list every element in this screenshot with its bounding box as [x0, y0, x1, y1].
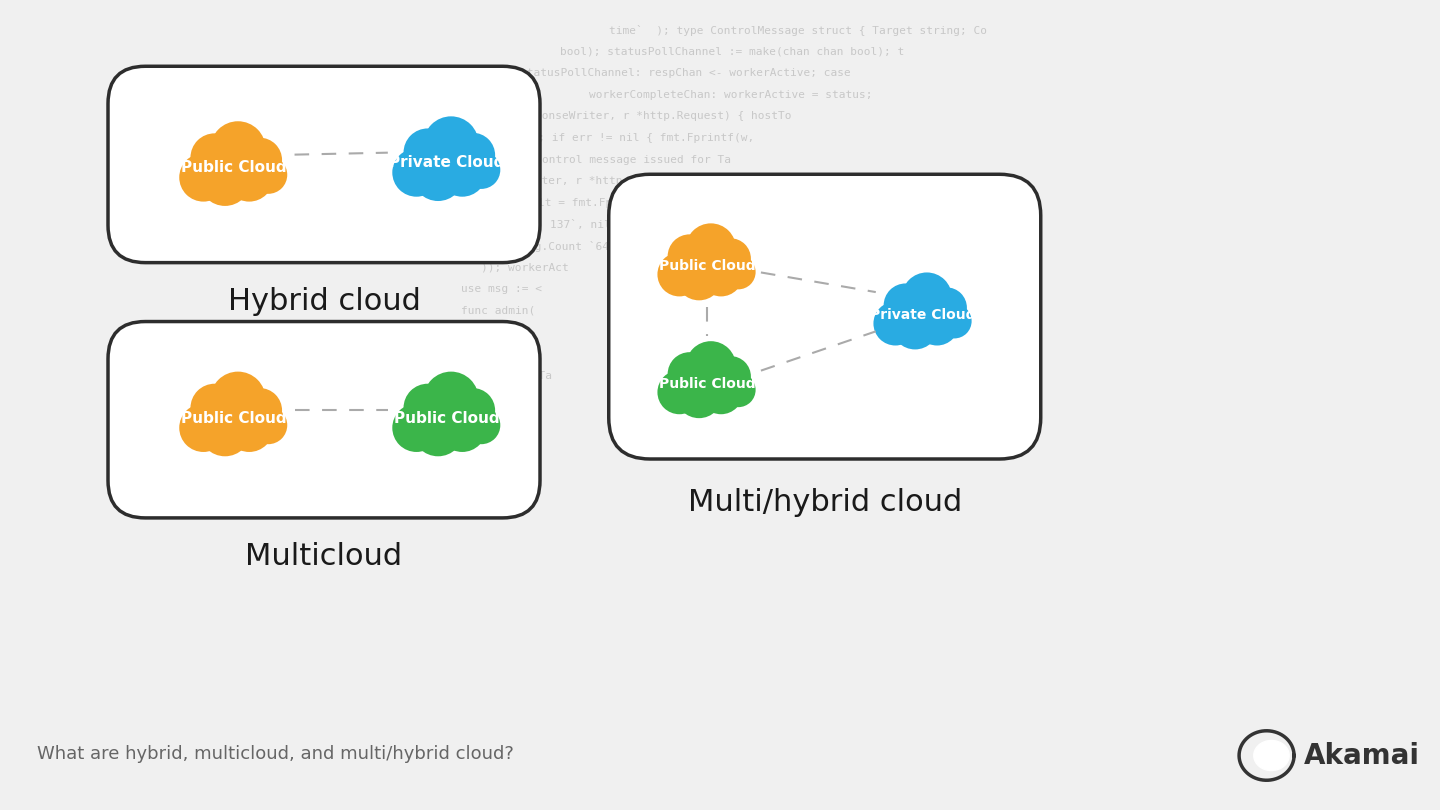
Text: workerCompleteChan: workerActive = status;: workerCompleteChan: workerActive = statu…	[589, 90, 873, 100]
Text: func: func	[491, 414, 518, 424]
Text: ssues for Ta: ssues for Ta	[471, 371, 553, 381]
Text: Public Cloud: Public Cloud	[395, 411, 500, 426]
Text: Private Cloud: Private Cloud	[870, 308, 976, 322]
Text: Multicloud: Multicloud	[245, 543, 403, 572]
Text: 137`, nil)); };pa: 137`, nil)); };pa	[550, 220, 665, 230]
Text: hostTokens: hostTokens	[461, 327, 528, 338]
Text: func admin(: func admin(	[461, 306, 536, 316]
Polygon shape	[1254, 740, 1289, 770]
Text: http.ResponseWriter, r *http.Request) { hostTo: http.ResponseWriter, r *http.Request) { …	[481, 112, 792, 122]
Text: statusPollChannel: respChan <- workerActive; case: statusPollChannel: respChan <- workerAct…	[520, 68, 851, 79]
Text: Public Cloud: Public Cloud	[181, 411, 287, 426]
Text: bool); statusPollChannel := make(chan chan bool); t: bool); statusPollChannel := make(chan ch…	[560, 47, 904, 57]
Text: Multi/hybrid cloud: Multi/hybrid cloud	[688, 488, 962, 518]
Text: Public Cloud: Public Cloud	[181, 160, 287, 176]
FancyBboxPatch shape	[108, 322, 540, 518]
Text: Public Cloud: Public Cloud	[658, 258, 755, 273]
Text: use msg := <: use msg := <	[461, 284, 543, 294]
Text: What are hybrid, multicloud, and multi/hybrid cloud?: What are hybrid, multicloud, and multi/h…	[37, 744, 514, 762]
Text: Hybrid cloud: Hybrid cloud	[228, 288, 420, 316]
FancyBboxPatch shape	[609, 174, 1041, 459]
FancyBboxPatch shape	[108, 66, 540, 262]
Text: time`  ); type ControlMessage struct { Target string; Co: time` ); type ControlMessage struct { Ta…	[609, 25, 986, 36]
Text: Private Cloud: Private Cloud	[389, 156, 504, 170]
Text: string.Count `64; }); func ma: string.Count `64; }); func ma	[501, 241, 697, 252]
Text: result = fmt.Fprint(w, "ACTIVE": result = fmt.Fprint(w, "ACTIVE"	[511, 198, 720, 208]
Text: Akamai: Akamai	[1303, 741, 1420, 769]
Text: nseWriter, r *http.Request) { reqChan: nseWriter, r *http.Request) { reqChan	[501, 177, 750, 186]
Text: Fprintf(: Fprintf(	[461, 349, 516, 359]
Text: 10, 64); if err != nil { fmt.Fprintf(w,: 10, 64); if err != nil { fmt.Fprintf(w,	[491, 133, 755, 143]
Text: Fprintf(w, Control message issued for Ta: Fprintf(w, Control message issued for Ta	[461, 155, 732, 164]
Text: Public Cloud: Public Cloud	[658, 377, 755, 390]
Text: reqChan: reqChan	[481, 392, 528, 403]
Text: )); workerAct: )); workerAct	[481, 262, 569, 273]
